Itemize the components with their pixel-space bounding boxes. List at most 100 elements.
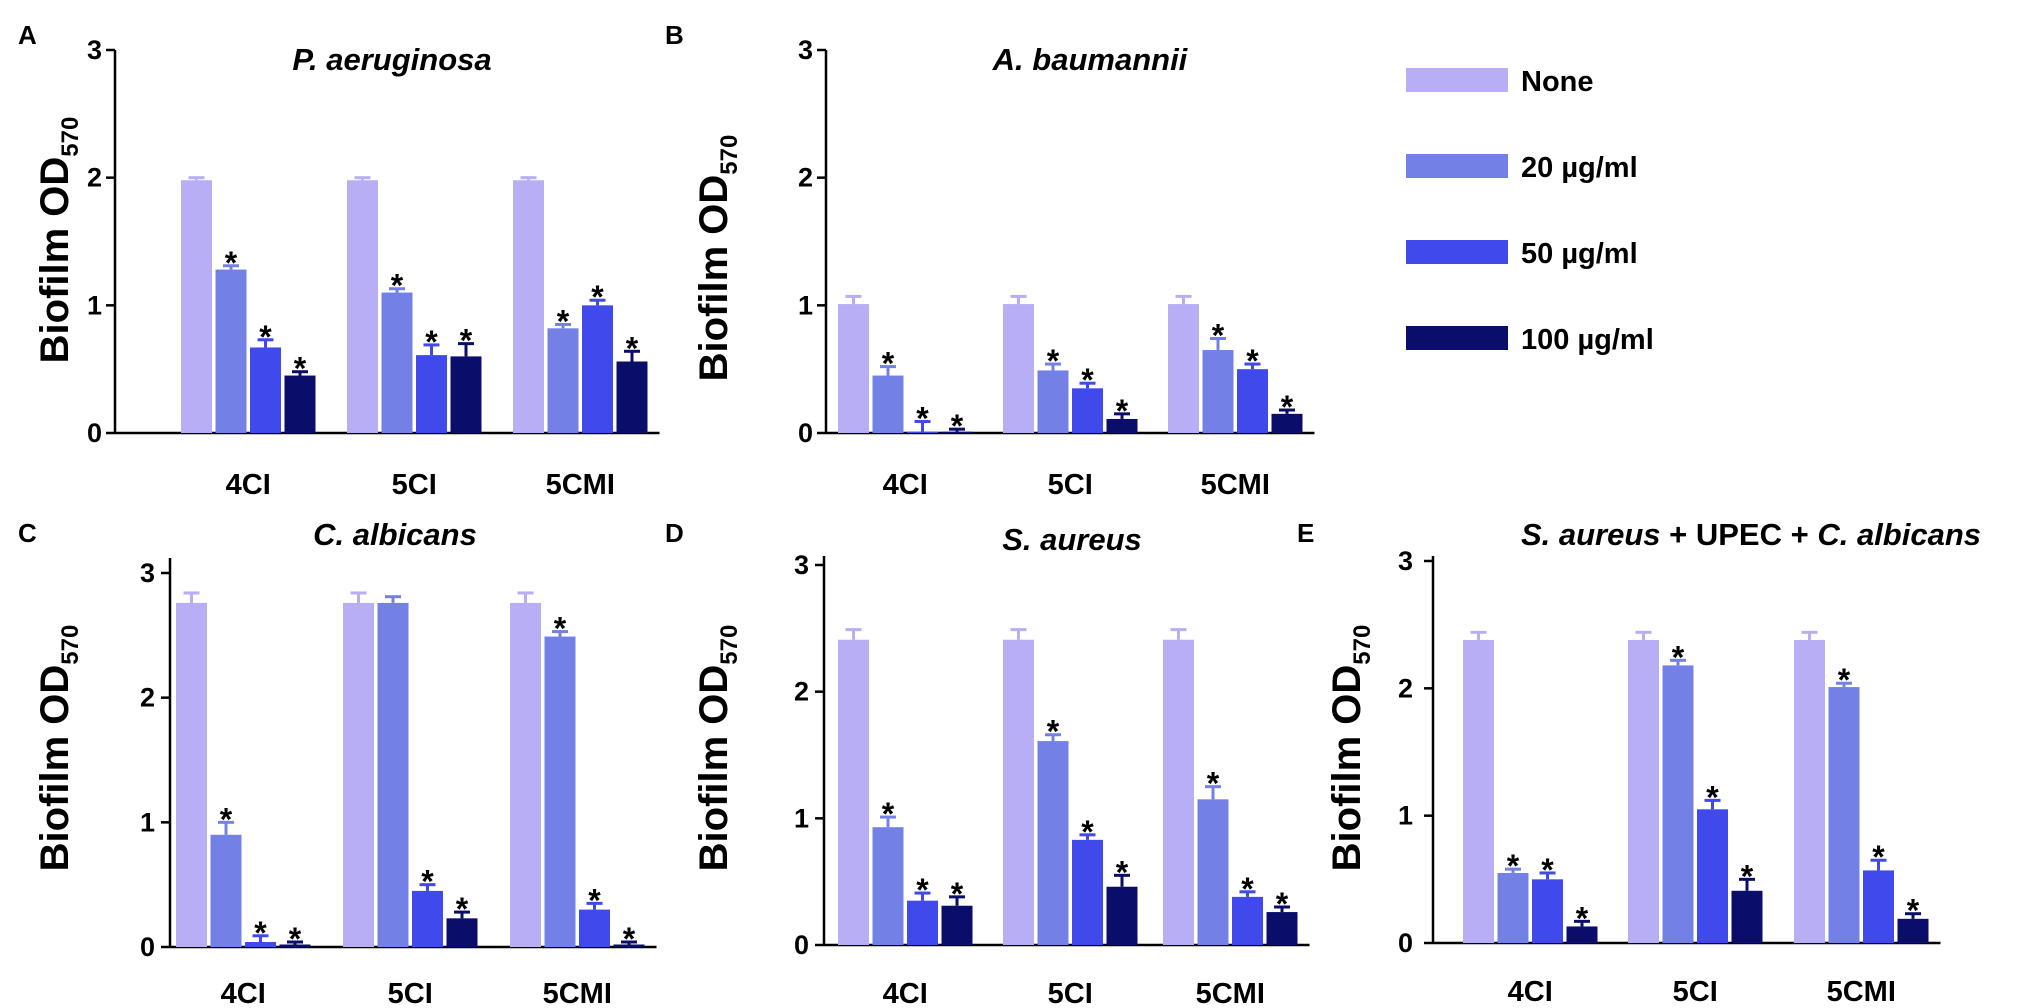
significance-star: * xyxy=(882,796,895,832)
bar-a-5ci-s1 xyxy=(381,292,413,433)
significance-star: * xyxy=(225,245,238,281)
significance-star: * xyxy=(1207,766,1220,802)
bar-a-4ci-s2 xyxy=(250,347,281,433)
x-category-label: 5CI xyxy=(1673,976,1718,1008)
bar-c-4ci-s1 xyxy=(210,834,242,947)
x-category-label: 4CI xyxy=(221,978,266,1008)
significance-star: * xyxy=(294,351,307,387)
bar-c-4ci-s3 xyxy=(279,944,311,947)
x-category-label: 4CI xyxy=(883,978,928,1008)
significance-star: * xyxy=(1838,662,1851,698)
x-category-label: 4CI xyxy=(1508,976,1553,1008)
y-axis-label: Biofilm OD570 xyxy=(692,135,743,382)
bar-d-4ci-s3 xyxy=(941,905,973,945)
x-category-label: 5CMI xyxy=(546,469,615,501)
bar-c-4ci-s2 xyxy=(245,942,276,947)
significance-star: * xyxy=(1281,389,1294,425)
y-tick-label: 2 xyxy=(794,677,809,707)
panel-letter: D xyxy=(665,518,684,548)
significance-star: * xyxy=(1081,362,1094,398)
y-axis-label: Biofilm OD570 xyxy=(692,625,743,872)
bar-d-5ci-s3 xyxy=(1106,886,1138,945)
y-tick-label: 0 xyxy=(798,418,813,448)
bar-e-4ci-s1 xyxy=(1497,872,1529,943)
bar-b-5ci-s1 xyxy=(1037,370,1069,433)
legend-label: None xyxy=(1521,66,1594,98)
significance-star: * xyxy=(1212,318,1225,354)
y-tick-label: 3 xyxy=(794,550,809,580)
significance-star: * xyxy=(1507,848,1520,884)
y-tick-label: 2 xyxy=(1398,673,1413,703)
bar-a-5cmi-s0 xyxy=(513,180,544,433)
significance-star: * xyxy=(951,876,964,912)
bar-c-5ci-s1 xyxy=(377,602,409,947)
chart-panel-b: B A. baumannii Biofilm OD570 0 1 2 3 * * * 4CI * * * 5… xyxy=(665,20,1315,501)
bar-a-5ci-s0 xyxy=(347,180,378,433)
significance-star: * xyxy=(1246,343,1259,379)
bar-a-5cmi-s2 xyxy=(582,305,613,433)
bar-a-4ci-s1 xyxy=(215,269,247,433)
bar-b-5ci-s0 xyxy=(1003,304,1034,433)
legend-swatch xyxy=(1406,68,1508,92)
bar-b-5cmi-s0 xyxy=(1168,304,1199,433)
significance-star: * xyxy=(623,921,636,957)
bar-a-4ci-s0 xyxy=(181,180,212,433)
legend-swatch xyxy=(1406,240,1508,264)
x-category-label: 5CMI xyxy=(543,978,612,1008)
significance-star: * xyxy=(421,864,434,900)
y-axis-label-main: Biofilm OD xyxy=(692,665,736,872)
significance-star: * xyxy=(1672,639,1685,675)
significance-star: * xyxy=(1047,343,1060,379)
legend-label: 20 µg/ml xyxy=(1521,152,1638,184)
chart-title-part: S. aureus xyxy=(1521,517,1661,552)
y-tick-label: 0 xyxy=(140,932,155,962)
bar-a-5cmi-s1 xyxy=(547,328,579,433)
significance-star: * xyxy=(1907,893,1920,929)
y-axis-label-subscript: 570 xyxy=(716,625,743,665)
chart-title-part: + UPEC + xyxy=(1661,517,1818,552)
significance-star: * xyxy=(626,330,639,366)
y-axis-label: Biofilm OD570 xyxy=(33,625,84,872)
y-tick-label: 2 xyxy=(798,163,813,193)
y-tick-label: 1 xyxy=(87,290,102,320)
y-axis-label-main: Biofilm OD xyxy=(1325,665,1369,872)
significance-star: * xyxy=(1081,814,1094,850)
y-tick-label: 0 xyxy=(794,930,809,960)
chart-panel-e: E S. aureus + UPEC + C. albicans Biofilm O… xyxy=(1297,517,1981,1008)
y-tick-label: 3 xyxy=(87,35,102,65)
bar-e-5cmi-s2 xyxy=(1863,870,1894,943)
significance-star: * xyxy=(882,346,895,382)
legend-label: 100 µg/ml xyxy=(1521,324,1654,356)
chart-title: S. aureus xyxy=(1002,522,1142,557)
x-category-label: 4CI xyxy=(883,469,928,501)
bar-e-5cmi-s3 xyxy=(1897,918,1929,943)
bar-e-5ci-s3 xyxy=(1731,890,1763,943)
bar-a-5ci-s2 xyxy=(416,355,447,433)
significance-star: * xyxy=(1872,839,1885,875)
significance-star: * xyxy=(588,882,601,918)
significance-star: * xyxy=(557,303,570,339)
bar-a-4ci-s3 xyxy=(284,375,316,433)
y-tick-label: 3 xyxy=(798,35,813,65)
legend-swatch xyxy=(1406,154,1508,178)
bar-d-5cmi-s0 xyxy=(1163,639,1194,945)
bar-c-5ci-s2 xyxy=(412,890,443,947)
significance-star: * xyxy=(1576,900,1589,936)
y-tick-label: 1 xyxy=(794,803,809,833)
significance-star: * xyxy=(1116,393,1129,429)
y-axis-label-subscript: 570 xyxy=(716,135,743,175)
bar-d-4ci-s1 xyxy=(872,827,904,945)
bar-a-5cmi-s3 xyxy=(616,361,648,433)
bar-c-5cmi-s1 xyxy=(544,636,576,947)
significance-star: * xyxy=(289,921,302,957)
x-category-label: 5CMI xyxy=(1196,978,1265,1008)
significance-star: * xyxy=(259,319,272,355)
bar-b-5ci-s2 xyxy=(1072,388,1103,433)
panel-letter: A xyxy=(18,20,37,50)
bar-b-4ci-s1 xyxy=(872,375,904,433)
bar-d-5ci-s1 xyxy=(1037,741,1069,945)
significance-star: * xyxy=(916,401,929,437)
bar-b-4ci-s0 xyxy=(838,304,869,433)
x-category-label: 5CI xyxy=(1048,978,1093,1008)
y-tick-label: 1 xyxy=(1398,801,1413,831)
